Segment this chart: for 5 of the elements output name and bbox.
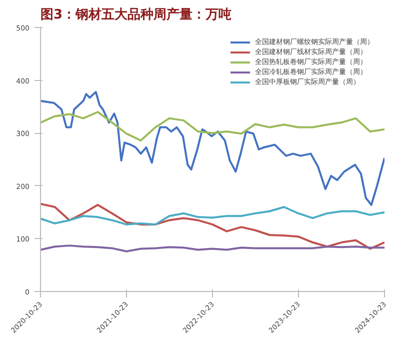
line-series bbox=[40, 202, 384, 250]
line-series bbox=[40, 110, 384, 142]
line-series bbox=[40, 206, 384, 226]
line-series bbox=[40, 90, 384, 206]
chart-title: 图3：钢材五大品种周产量：万吨 bbox=[40, 6, 232, 22]
